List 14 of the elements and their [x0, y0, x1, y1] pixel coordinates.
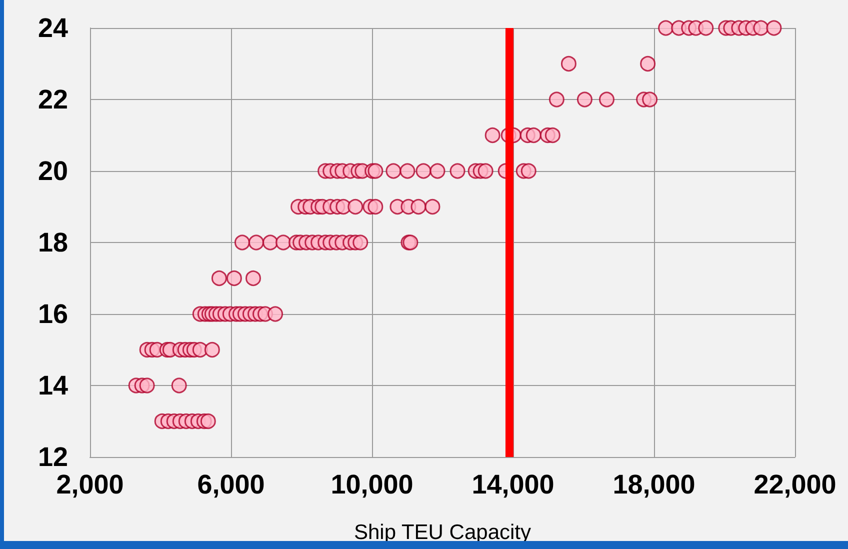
y-tick-label: 20: [38, 156, 68, 186]
y-tick-label: 22: [38, 84, 68, 114]
y-tick-label: 16: [38, 299, 68, 329]
x-axis-title: Ship TEU Capacity: [354, 521, 532, 544]
x-tick-label: 22,000: [754, 470, 836, 500]
x-tick-label: 6,000: [197, 470, 265, 500]
x-tick-label: 2,000: [56, 470, 124, 500]
x-tick-label: 10,000: [330, 470, 414, 500]
y-tick-label: 18: [38, 228, 68, 258]
y-tick-label: 14: [38, 370, 68, 400]
x-tick-label: 18,000: [612, 470, 696, 500]
y-tick-label: 12: [38, 442, 68, 472]
x-tick-label: 14,000: [472, 470, 554, 500]
y-tick-label: 24: [38, 13, 68, 43]
